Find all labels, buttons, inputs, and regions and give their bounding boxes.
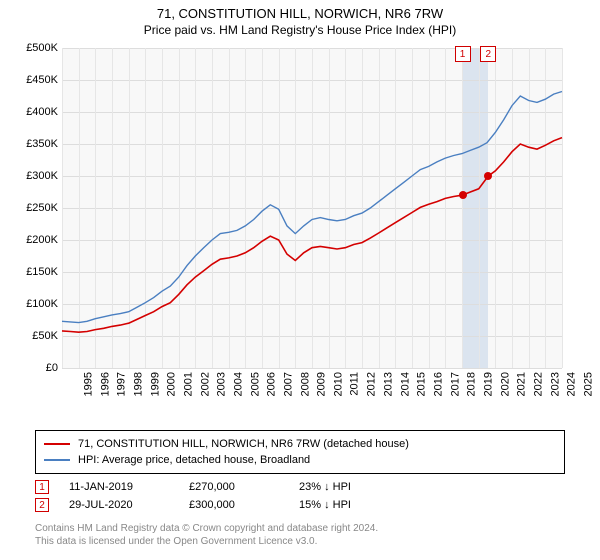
x-axis-label: 2000 xyxy=(166,372,178,396)
y-axis-label: £350K xyxy=(26,138,58,150)
x-axis-label: 2022 xyxy=(532,372,544,396)
y-axis-label: £400K xyxy=(26,106,58,118)
x-axis-label: 2018 xyxy=(466,372,478,396)
y-axis-label: £100K xyxy=(26,298,58,310)
x-axis-label: 2002 xyxy=(199,372,211,396)
sale-date: 29-JUL-2020 xyxy=(69,499,189,511)
sales-table: 1 11-JAN-2019 £270,000 23% ↓ HPI 2 29-JU… xyxy=(35,478,565,514)
legend-row-hpi: HPI: Average price, detached house, Broa… xyxy=(44,452,556,468)
legend-row-price-paid: 71, CONSTITUTION HILL, NORWICH, NR6 7RW … xyxy=(44,436,556,452)
series-hpi xyxy=(62,92,562,323)
x-axis-label: 2006 xyxy=(266,372,278,396)
sale-marker-icon: 1 xyxy=(35,480,49,494)
x-axis-label: 2025 xyxy=(582,372,594,396)
x-axis-label: 2020 xyxy=(499,372,511,396)
x-axis-label: 2003 xyxy=(216,372,228,396)
y-axis-label: £250K xyxy=(26,202,58,214)
x-axis-label: 2024 xyxy=(566,372,578,396)
sale-date: 11-JAN-2019 xyxy=(69,481,189,493)
x-axis-label: 2019 xyxy=(482,372,494,396)
chart-plot-area: £0£50K£100K£150K£200K£250K£300K£350K£400… xyxy=(62,48,562,368)
x-axis-label: 1999 xyxy=(149,372,161,396)
gridline-v xyxy=(562,48,563,368)
y-axis-label: £500K xyxy=(26,42,58,54)
x-axis-label: 2013 xyxy=(382,372,394,396)
line-layer xyxy=(62,48,562,368)
chart-marker-box: 2 xyxy=(480,46,496,62)
x-axis-label: 2023 xyxy=(549,372,561,396)
x-axis-label: 2016 xyxy=(432,372,444,396)
x-axis-label: 2008 xyxy=(299,372,311,396)
sale-delta: 23% ↓ HPI xyxy=(299,481,439,493)
y-axis-label: £150K xyxy=(26,266,58,278)
chart-container: 71, CONSTITUTION HILL, NORWICH, NR6 7RW … xyxy=(0,0,600,560)
disclaimer-text: Contains HM Land Registry data © Crown c… xyxy=(35,522,565,548)
title-block: 71, CONSTITUTION HILL, NORWICH, NR6 7RW … xyxy=(0,0,600,37)
sale-price: £270,000 xyxy=(189,481,299,493)
legend-label-price-paid: 71, CONSTITUTION HILL, NORWICH, NR6 7RW … xyxy=(78,438,409,450)
sale-row: 1 11-JAN-2019 £270,000 23% ↓ HPI xyxy=(35,478,565,496)
disclaimer-line: This data is licensed under the Open Gov… xyxy=(35,535,565,548)
gridline-h xyxy=(62,368,562,369)
legend-label-hpi: HPI: Average price, detached house, Broa… xyxy=(78,454,310,466)
legend-box: 71, CONSTITUTION HILL, NORWICH, NR6 7RW … xyxy=(35,430,565,474)
sale-delta: 15% ↓ HPI xyxy=(299,499,439,511)
sale-marker-icon: 2 xyxy=(35,498,49,512)
series-price_paid xyxy=(62,138,562,333)
x-axis-label: 2014 xyxy=(399,372,411,396)
y-axis-label: £50K xyxy=(32,330,58,342)
chart-subtitle: Price paid vs. HM Land Registry's House … xyxy=(0,23,600,37)
y-axis-label: £450K xyxy=(26,74,58,86)
x-axis-label: 2005 xyxy=(249,372,261,396)
x-axis-label: 1996 xyxy=(99,372,111,396)
sale-price: £300,000 xyxy=(189,499,299,511)
x-axis-label: 2010 xyxy=(332,372,344,396)
x-axis-label: 2004 xyxy=(232,372,244,396)
x-axis-label: 1997 xyxy=(116,372,128,396)
x-axis-label: 2012 xyxy=(366,372,378,396)
sale-dot xyxy=(459,191,467,199)
chart-marker-box: 1 xyxy=(455,46,471,62)
x-axis-label: 2015 xyxy=(416,372,428,396)
y-axis-label: £200K xyxy=(26,234,58,246)
x-axis-label: 2011 xyxy=(348,372,360,396)
legend-swatch-hpi xyxy=(44,459,70,461)
x-axis-label: 2017 xyxy=(449,372,461,396)
legend-swatch-price-paid xyxy=(44,443,70,445)
x-axis-label: 1995 xyxy=(82,372,94,396)
chart-title: 71, CONSTITUTION HILL, NORWICH, NR6 7RW xyxy=(0,6,600,21)
x-axis-label: 2007 xyxy=(282,372,294,396)
sale-dot xyxy=(484,172,492,180)
x-axis-label: 2001 xyxy=(182,372,194,396)
disclaimer-line: Contains HM Land Registry data © Crown c… xyxy=(35,522,565,535)
x-axis-label: 2009 xyxy=(316,372,328,396)
y-axis-label: £300K xyxy=(26,170,58,182)
x-axis-label: 1998 xyxy=(132,372,144,396)
x-axis-label: 2021 xyxy=(516,372,528,396)
sale-row: 2 29-JUL-2020 £300,000 15% ↓ HPI xyxy=(35,496,565,514)
y-axis-label: £0 xyxy=(46,362,58,374)
